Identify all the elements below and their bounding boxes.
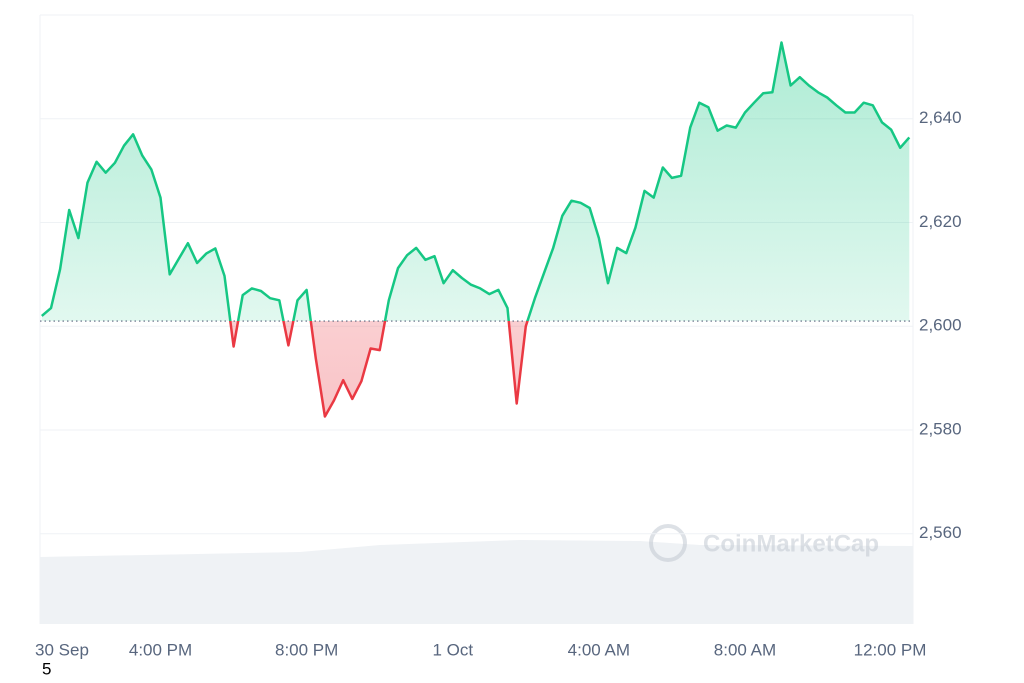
watermark-logo [649,524,687,562]
x-tick-label: 4:00 AM [568,640,630,659]
price-line-up [40,41,911,322]
y-tick-label: 2,600 [919,316,962,335]
y-tick-label: 2,620 [919,212,962,231]
volume-area [40,540,913,624]
y-tick-label: 2,580 [919,419,962,438]
x-tick-label: 4:00 PM [129,640,192,659]
watermark-text: CoinMarketCap [703,530,879,557]
x-tick-label: 1 Oct [432,640,473,659]
x-tick-label: 30 Sep [35,640,89,659]
watermark: CoinMarketCap [649,524,879,562]
area-below [230,321,528,417]
y-tick-label: 2,560 [919,523,962,542]
annotation: 5 [42,659,51,678]
x-tick-label: 8:00 PM [275,640,338,659]
y-tick-label: 2,640 [919,108,962,127]
x-tick-label: 12:00 PM [854,640,927,659]
x-tick-label: 8:00 AM [714,640,776,659]
area-above [41,42,910,322]
